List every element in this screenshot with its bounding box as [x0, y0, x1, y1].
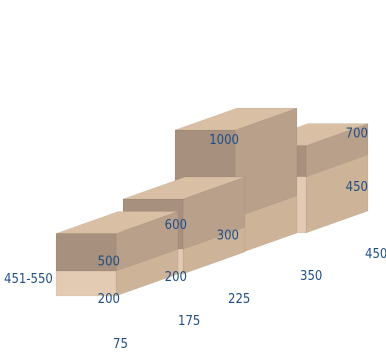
x-tick-label-0: 75 — [113, 337, 128, 352]
value-label-total-1: 600 — [165, 218, 187, 233]
x-tick-label-1: 175 — [178, 314, 200, 329]
value-label-total-3: 700 — [346, 127, 368, 142]
x-tick-label-3: 350 — [300, 269, 322, 284]
value-label-lower-3: 450 — [346, 180, 368, 195]
x-tick-label-4: 450 — [365, 247, 386, 262]
value-label-lower-2: 300 — [217, 229, 239, 244]
value-label-lower-0: 200 — [98, 292, 120, 307]
x-tick-label-2: 225 — [228, 292, 250, 307]
value-label-lower-1: 200 — [165, 270, 187, 285]
value-label-total-2: 1000 — [209, 133, 239, 148]
value-label-total-0: 500 — [98, 255, 120, 270]
category-label: 451-550 — [4, 272, 53, 287]
